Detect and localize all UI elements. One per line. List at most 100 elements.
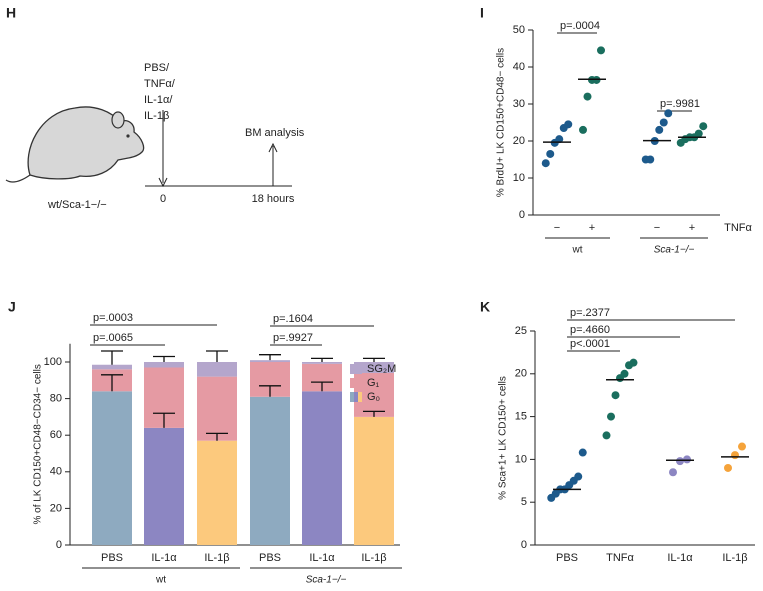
error-bar	[259, 354, 281, 361]
bar-segment	[250, 360, 290, 362]
y-tick-label: 80	[50, 393, 62, 405]
data-point	[583, 92, 592, 101]
p-value: p=.0004	[560, 20, 600, 32]
data-point	[724, 463, 732, 472]
mouse-body	[27, 106, 145, 180]
x-tick-label: PBS	[259, 552, 281, 564]
data-point	[620, 369, 629, 378]
legend-label: G₁	[367, 377, 380, 389]
y-tick-label: 20	[513, 135, 525, 147]
bar-segment	[197, 376, 237, 441]
panel-label: K	[480, 299, 490, 315]
y-tick-label: 25	[515, 325, 527, 337]
treatment: TNFα/	[144, 78, 176, 90]
legend-swatch	[350, 378, 362, 388]
treatment: IL-1β	[144, 110, 169, 122]
data-point	[629, 358, 638, 367]
y-tick-label: 20	[515, 368, 527, 380]
bar-segment	[197, 440, 237, 545]
y-tick-label: 0	[521, 539, 527, 551]
timepoint: 0	[160, 193, 166, 205]
timepoint: 18 hours	[252, 193, 295, 205]
legend-swatch	[358, 392, 362, 402]
x-tick-label: TNFα	[606, 552, 634, 564]
legend-label: SG₂M	[367, 363, 396, 375]
error-bar	[363, 357, 385, 362]
error-bar	[206, 350, 228, 362]
group-label: wt	[155, 575, 166, 586]
p-value: p=.0003	[93, 312, 133, 324]
y-tick-label: 20	[50, 502, 62, 514]
legend-label: G₀	[367, 391, 380, 403]
y-tick-label: 100	[44, 356, 62, 368]
x-tick-label: PBS	[101, 552, 123, 564]
bar-segment	[92, 391, 132, 545]
y-tick-label: 60	[50, 429, 62, 441]
panel-label: I	[480, 5, 484, 21]
mouse-ear	[111, 111, 125, 129]
y-tick-label: 10	[515, 453, 527, 465]
error-bar	[153, 355, 175, 362]
y-tick-label: 40	[513, 61, 525, 73]
data-point	[602, 431, 611, 440]
bar-segment	[302, 362, 342, 364]
y-tick-label: 15	[515, 411, 527, 423]
data-point	[731, 451, 739, 460]
y-axis-title: % BrdU+ LK CD150+CD48− cells	[496, 48, 507, 197]
data-point	[659, 118, 668, 127]
error-bar	[206, 432, 228, 441]
y-tick-label: 0	[56, 539, 62, 551]
x-axis-title: TNFα	[724, 222, 752, 234]
p-value: p=.9981	[660, 98, 700, 110]
legend-swatch	[350, 364, 362, 374]
panel-label: J	[8, 299, 16, 315]
group-label: Sca-1−/−	[306, 575, 347, 586]
treatment: PBS/	[144, 62, 170, 74]
arrow-head	[268, 142, 278, 153]
group-label: wt	[572, 245, 583, 256]
data-point	[655, 125, 664, 134]
data-point	[555, 135, 564, 144]
data-point	[611, 391, 620, 400]
x-tick-label: IL-1α	[667, 552, 693, 564]
data-point	[607, 412, 615, 421]
p-value: p=.0065	[93, 332, 133, 344]
y-axis-title: % of LK CD150+CD48−CD34− cells	[33, 364, 44, 524]
panel-h: H wt/Sca-1−/− PBS/ TNFα/ IL-1α/ IL-1β BM…	[5, 5, 305, 211]
data-point	[669, 468, 677, 477]
x-tick-label: IL-1β	[361, 552, 386, 564]
data-point	[699, 122, 708, 131]
data-point	[541, 159, 550, 168]
data-point	[676, 457, 684, 466]
data-point	[664, 109, 673, 118]
x-tick-label: PBS	[556, 552, 578, 564]
data-point	[646, 155, 655, 164]
y-tick-label: 0	[519, 209, 525, 221]
error-bar	[363, 410, 385, 417]
p-value: p=.2377	[570, 307, 610, 319]
error-bar	[153, 412, 175, 428]
x-tick-label: +	[589, 222, 595, 234]
bar-segment	[92, 364, 132, 370]
data-point	[597, 46, 605, 55]
y-tick-label: 10	[513, 172, 525, 184]
p-value: p=.1604	[273, 313, 313, 325]
x-tick-label: IL-1α	[309, 552, 335, 564]
bar-segment	[354, 362, 394, 373]
data-point	[564, 120, 573, 129]
error-bar	[101, 350, 123, 365]
data-point	[546, 149, 555, 158]
legend-swatch	[354, 392, 358, 402]
legend-swatch	[350, 392, 354, 402]
data-point	[579, 125, 587, 134]
error-bar	[311, 357, 333, 362]
panel-label: H	[6, 5, 16, 21]
error-bar	[259, 385, 281, 397]
mouse-label: wt/Sca-1−/−	[47, 199, 107, 211]
bar-segment	[144, 427, 184, 545]
bar-segment	[250, 396, 290, 545]
x-tick-label: IL-1β	[204, 552, 229, 564]
bar-segment	[354, 416, 394, 545]
bar-segment	[302, 391, 342, 545]
y-tick-label: 30	[513, 98, 525, 110]
